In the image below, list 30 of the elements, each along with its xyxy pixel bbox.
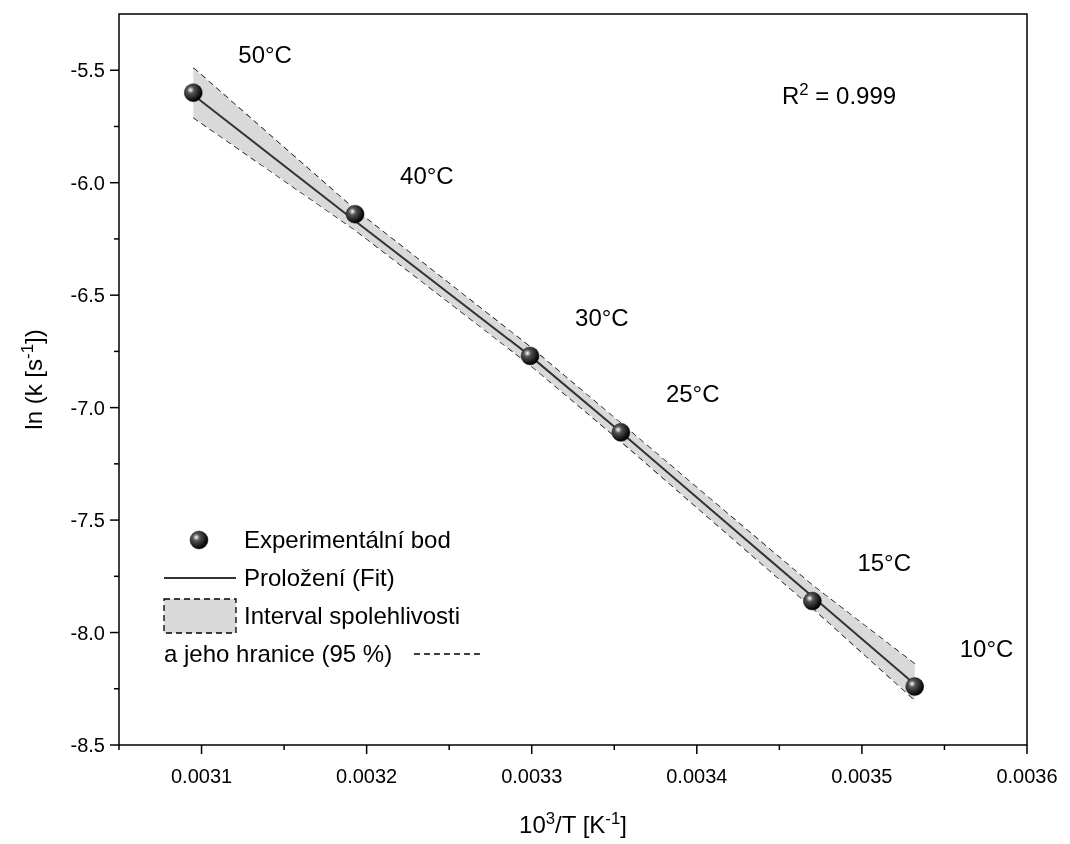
point bbox=[345, 204, 365, 224]
annotation: 50°C bbox=[238, 40, 292, 68]
y-tick-label: -8.0 bbox=[70, 621, 105, 644]
x-axis-title: 10$^{3}$/T [K$^{-1}$] bbox=[519, 808, 627, 838]
annotation: 10°C bbox=[959, 634, 1014, 662]
annotation: 30°C bbox=[575, 303, 629, 331]
point bbox=[905, 677, 924, 696]
annotation: R$^{2}$ = 0.999 bbox=[782, 79, 897, 109]
annotation: 15°C bbox=[857, 549, 912, 577]
point bbox=[520, 346, 540, 366]
y-tick-label: -6.0 bbox=[70, 171, 105, 194]
annotation: 25°C bbox=[665, 380, 720, 408]
legend-label: Experimentální bod bbox=[244, 526, 451, 553]
x-tick-label: 0.0031 bbox=[170, 765, 233, 787]
x-tick-label: 0.0032 bbox=[336, 765, 398, 787]
y-tick-label: -8.5 bbox=[70, 734, 105, 756]
point bbox=[184, 83, 203, 102]
x-tick-label: 0.0036 bbox=[996, 765, 1058, 787]
y-tick-label: -6.5 bbox=[70, 284, 105, 307]
legend-label: Interval spolehlivosti a jeho hranice (95 %) bbox=[164, 602, 461, 667]
x-tick-label: 0.0034 bbox=[666, 765, 728, 787]
y-tick-label: -5.5 bbox=[70, 59, 105, 82]
x-tick-label: 0.0033 bbox=[501, 765, 563, 787]
y-tick-label: -7.0 bbox=[70, 396, 105, 419]
legend-label: Proložení (Fit) bbox=[244, 564, 395, 591]
point bbox=[611, 423, 631, 442]
point bbox=[803, 591, 822, 611]
x-tick-label: 0.0035 bbox=[831, 765, 893, 787]
y-tick-label: -7.5 bbox=[70, 509, 105, 532]
annotation: 40°C bbox=[400, 162, 454, 190]
